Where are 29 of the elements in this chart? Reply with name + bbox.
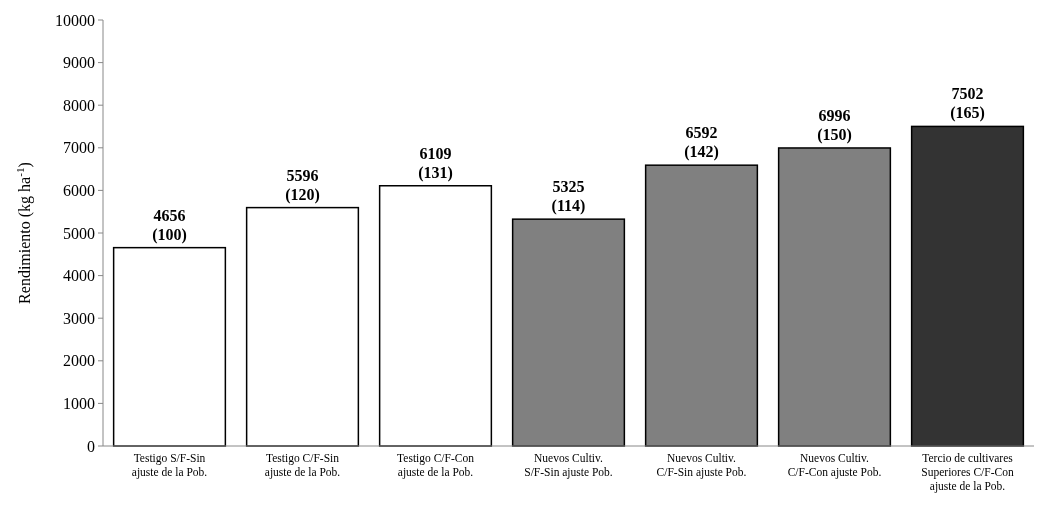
y-tick-label: 7000 xyxy=(63,139,95,157)
x-tick-label: Nuevos Cultiv. C/F-Sin ajuste Pob. xyxy=(656,452,747,479)
y-tick-label: 10000 xyxy=(55,11,95,29)
bar xyxy=(910,125,1025,447)
data-label: 5325 (114) xyxy=(551,178,586,216)
y-tick-label: 1000 xyxy=(63,395,95,412)
y-tick-label: 6000 xyxy=(63,182,95,199)
bar xyxy=(245,206,360,447)
bar xyxy=(112,246,227,447)
x-tick-label: Testigo C/F-Sin ajuste de la Pob. xyxy=(264,452,341,479)
data-label: 6109 (131) xyxy=(418,144,453,182)
y-tick-label: 3000 xyxy=(63,309,95,327)
bar xyxy=(378,185,493,447)
x-tick-label: Tercio de cultivares Superiores C/F-Con ajuste de la Pob. xyxy=(921,452,1014,493)
x-tick-label: Nuevos Cultiv. C/F-Con ajuste Pob. xyxy=(787,452,882,479)
y-tick-label: 0 xyxy=(87,437,95,455)
x-tick-label: Testigo C/F-Con ajuste de la Pob. xyxy=(397,452,475,479)
y-tick-label: 8000 xyxy=(63,96,95,114)
x-tick-label: Nuevos Cultiv. S/F-Sin ajuste Pob. xyxy=(524,452,613,479)
data-label: 6592 (142) xyxy=(684,124,719,162)
data-label: 7502 (165) xyxy=(950,85,985,123)
y-tick-label: 4000 xyxy=(63,267,95,285)
y-tick-label: 2000 xyxy=(63,352,95,370)
y-tick-label: 9000 xyxy=(63,54,95,72)
x-tick-label: Testigo S/F-Sin ajuste de la Pob. xyxy=(131,452,208,479)
data-label: 4656 (100) xyxy=(152,206,187,244)
data-label: 6996 (150) xyxy=(817,106,852,144)
y-tick-label: 5000 xyxy=(63,224,95,242)
data-label: 5596 (120) xyxy=(285,166,320,204)
